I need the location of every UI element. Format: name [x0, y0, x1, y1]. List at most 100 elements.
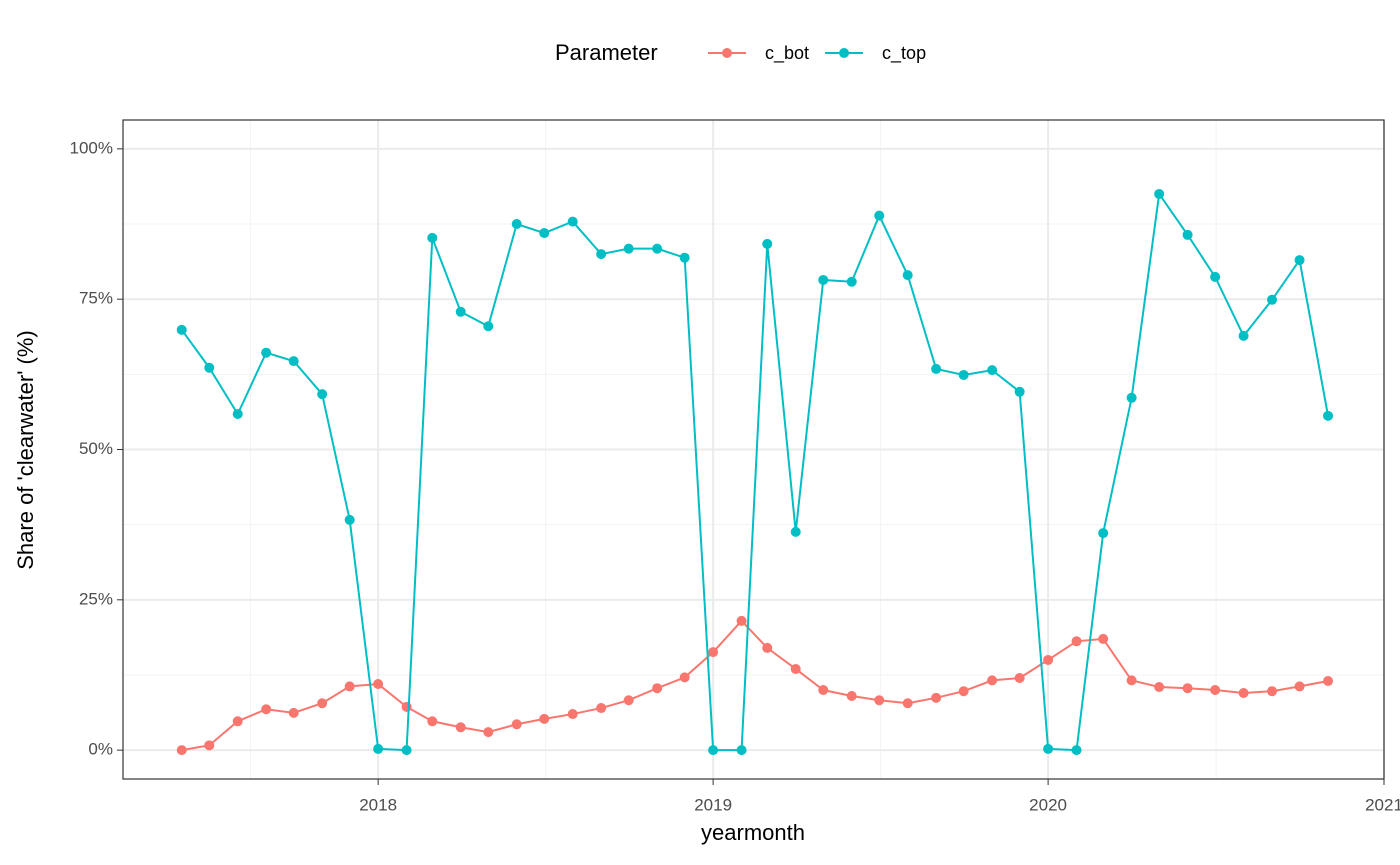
point [1323, 410, 1334, 421]
point [1154, 682, 1165, 693]
point [736, 745, 747, 756]
point [204, 362, 215, 373]
legend-title: Parameter [555, 40, 658, 65]
point [1071, 636, 1082, 647]
point [1182, 229, 1193, 240]
point [1210, 685, 1221, 696]
point [623, 695, 634, 706]
point [1043, 743, 1054, 754]
point [1154, 188, 1165, 199]
point [1294, 255, 1305, 266]
y-tick-label: 50% [79, 439, 113, 458]
point [708, 647, 719, 658]
point [176, 745, 187, 756]
point [1210, 271, 1221, 282]
point [790, 526, 801, 537]
y-tick-label: 100% [70, 138, 113, 157]
point [261, 347, 272, 358]
point [1267, 686, 1278, 697]
point [874, 695, 885, 706]
series-line [180, 191, 1330, 752]
point [511, 719, 522, 730]
point [1098, 528, 1109, 539]
point [344, 514, 355, 525]
point [874, 210, 885, 221]
point [818, 685, 829, 696]
plot-border [122, 119, 1385, 780]
point [1071, 745, 1082, 756]
y-tick-label: 25% [79, 589, 113, 608]
x-tick-label: 2021 [1365, 795, 1400, 814]
point [204, 740, 215, 751]
legend-label: c_bot [765, 43, 809, 64]
point [1126, 392, 1137, 403]
point [317, 389, 328, 400]
point [483, 727, 494, 738]
point [596, 703, 607, 714]
point [427, 716, 438, 727]
point [652, 683, 663, 694]
point [1126, 675, 1137, 686]
point [1294, 681, 1305, 692]
point [846, 691, 857, 702]
point [1267, 294, 1278, 305]
point [567, 216, 578, 227]
point [931, 363, 942, 374]
x-tick-label: 2019 [694, 795, 732, 814]
point [401, 701, 412, 712]
point [317, 698, 328, 709]
x-axis-title: yearmonth [701, 820, 805, 845]
legend-label: c_top [882, 43, 926, 64]
point [790, 663, 801, 674]
x-tick-label: 2020 [1029, 795, 1067, 814]
point [958, 686, 969, 697]
point [679, 252, 690, 263]
point [261, 704, 272, 715]
point [288, 356, 299, 367]
point [1014, 672, 1025, 683]
point [762, 642, 773, 653]
point [539, 713, 550, 724]
y-tick-label: 0% [88, 740, 113, 759]
point [902, 270, 913, 281]
y-tick-label: 75% [79, 289, 113, 308]
point [1238, 330, 1249, 341]
y-axis-title: Share of 'clearwater' (%) [13, 330, 38, 570]
point [736, 615, 747, 626]
point [818, 274, 829, 285]
point [176, 324, 187, 335]
point [987, 675, 998, 686]
point [232, 409, 243, 420]
point [1098, 633, 1109, 644]
point [455, 722, 466, 733]
point [567, 709, 578, 720]
point [539, 228, 550, 239]
point [1323, 675, 1334, 686]
point [455, 306, 466, 317]
point [987, 365, 998, 376]
point [401, 745, 412, 756]
point [958, 369, 969, 380]
point [931, 692, 942, 703]
point [1182, 683, 1193, 694]
point [902, 698, 913, 709]
point [232, 716, 243, 727]
point [1238, 688, 1249, 699]
x-tick-label: 2018 [359, 795, 397, 814]
point [511, 219, 522, 230]
point [427, 232, 438, 243]
point [483, 321, 494, 332]
point [373, 678, 384, 689]
point [596, 249, 607, 260]
point [708, 745, 719, 756]
point [762, 238, 773, 249]
point [373, 743, 384, 754]
point [652, 243, 663, 254]
point [846, 276, 857, 287]
point [623, 243, 634, 254]
point [344, 681, 355, 692]
point [288, 707, 299, 718]
legend-marker [839, 48, 850, 58]
point [1014, 386, 1025, 397]
